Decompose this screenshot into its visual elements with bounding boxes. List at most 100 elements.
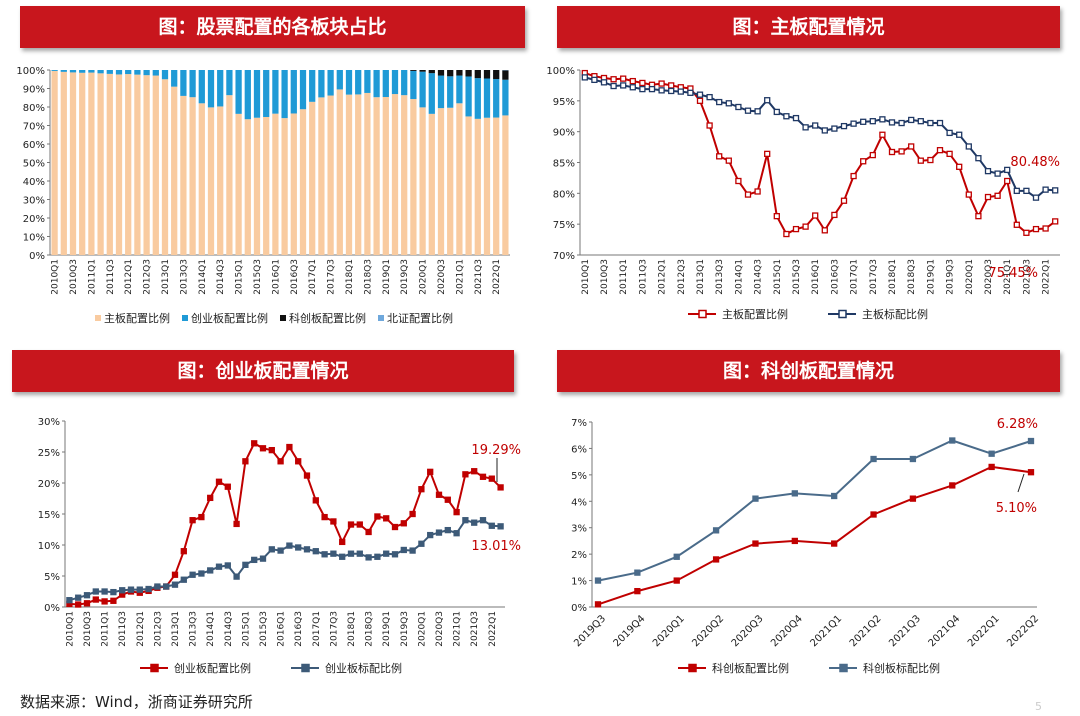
- x-tick-label: 2020Q1: [651, 613, 687, 649]
- y-tick-label: 25%: [38, 448, 60, 459]
- legend-label: 主板配置比例: [104, 311, 170, 325]
- main-board-allocation-point: [668, 82, 675, 89]
- x-tick-label: 2021Q1: [453, 611, 463, 647]
- main-board-bar: [447, 107, 454, 255]
- main-board-bar: [115, 74, 123, 255]
- main-board-bar: [502, 115, 509, 255]
- main-board-benchmark-point: [677, 88, 684, 95]
- chinext-benchmark-point: [242, 561, 249, 568]
- main-board-benchmark-point: [773, 108, 780, 116]
- star-benchmark-point: [791, 490, 798, 497]
- main-board-bar: [281, 118, 288, 255]
- x-tick-label: 2011Q3: [106, 259, 116, 295]
- x-tick-label: 2022Q1: [492, 259, 502, 295]
- x-tick-label: 2010Q3: [69, 259, 79, 295]
- chinext-benchmark-point: [75, 594, 82, 601]
- chinext-benchmark-point: [479, 517, 487, 524]
- legend-marker: [301, 663, 310, 673]
- main-board-benchmark-point: [754, 108, 761, 115]
- chinext-bar: [189, 70, 196, 98]
- star-market-bar: [474, 70, 481, 79]
- main-board-bar: [290, 113, 297, 255]
- main-board-bar: [428, 113, 435, 255]
- x-tick-label: 2021Q1: [455, 259, 465, 295]
- chinext-allocation-point: [330, 518, 337, 525]
- main-board-benchmark-point: [1023, 187, 1030, 195]
- x-tick-label: 2013Q3: [715, 259, 725, 295]
- chinext-allocation-point: [383, 515, 390, 522]
- chinext-benchmark-point: [198, 570, 205, 577]
- y-tick-label: 20%: [23, 214, 45, 225]
- chinext-benchmark-point: [339, 553, 346, 560]
- star-allocation-point: [949, 482, 956, 489]
- main-board-bar: [152, 75, 159, 255]
- star-market-bar: [437, 70, 445, 76]
- main-board-bar: [263, 116, 270, 255]
- main-board-bar: [373, 97, 380, 255]
- chinext-benchmark-point: [400, 546, 407, 554]
- y-tick-label: 90%: [553, 128, 575, 139]
- y-tick-label: 30%: [23, 196, 45, 207]
- chinext-benchmark-point: [251, 556, 258, 564]
- main-board-benchmark-point: [668, 87, 675, 95]
- main-board-allocation-point: [812, 212, 819, 219]
- y-tick-label: 70%: [23, 122, 45, 133]
- y-tick-label: 10%: [23, 233, 45, 244]
- x-tick-label: 2015Q3: [259, 611, 269, 647]
- chinext-bar: [465, 76, 472, 117]
- y-tick-label: 70%: [553, 251, 575, 262]
- x-tick-label: 2013Q3: [189, 611, 199, 647]
- chinext-allocation-point: [321, 513, 328, 521]
- chinext-benchmark-point: [435, 529, 443, 536]
- main-board-bar: [336, 89, 343, 255]
- chinext-benchmark-point: [180, 576, 187, 583]
- legend-label: 主板配置比例: [722, 307, 788, 321]
- chinext-allocation-point: [110, 597, 117, 604]
- legend-marker: [698, 309, 707, 319]
- main-board-allocation-point: [860, 158, 867, 165]
- main-board-bar: [217, 106, 224, 255]
- main-board-benchmark-point: [639, 85, 646, 93]
- allocation-end-label: 19.29%: [471, 443, 521, 458]
- main-board-benchmark-point: [850, 120, 857, 127]
- star-market-bar: [493, 70, 500, 80]
- chinext-allocation-point: [356, 521, 363, 528]
- main-board-allocation-point: [629, 77, 636, 85]
- main-board-bar: [318, 97, 325, 255]
- main-board-benchmark-point: [591, 76, 598, 84]
- main-board-benchmark-point: [936, 119, 944, 127]
- chinext-bar: [134, 70, 141, 75]
- main-board-allocation-point: [879, 131, 886, 138]
- x-tick-label: 2017Q3: [869, 259, 879, 295]
- main-board-allocation-point: [1032, 225, 1040, 233]
- chinext-bar: [171, 70, 178, 87]
- legend-marker: [688, 663, 697, 673]
- main-board-allocation-point: [936, 147, 944, 154]
- chinext-bar: [364, 70, 371, 93]
- legend-label: 主板标配比例: [862, 307, 928, 321]
- x-tick-label: 2020Q3: [984, 259, 994, 295]
- main-board-bar: [51, 70, 58, 255]
- x-tick-label: 2022Q2: [1005, 613, 1041, 649]
- star-allocation-point: [712, 556, 720, 563]
- chinext-bar: [88, 70, 95, 73]
- chinext-allocation-point: [224, 483, 231, 490]
- star-market-bar: [428, 70, 435, 74]
- chinext-bar: [355, 70, 362, 95]
- chinext-benchmark-point: [488, 522, 495, 529]
- x-tick-label: 2020Q1: [419, 259, 429, 295]
- x-tick-label: 2018Q1: [888, 259, 898, 295]
- main-board-benchmark-point: [812, 122, 819, 129]
- main-board-allocation-point: [898, 148, 905, 155]
- chinext-benchmark-point: [418, 540, 425, 547]
- x-tick-label: 2018Q1: [347, 611, 357, 647]
- x-tick-label: 2021Q1: [808, 613, 844, 649]
- chinext-benchmark-point: [312, 548, 319, 555]
- chinext-allocation-point: [374, 513, 381, 520]
- chinext-allocation-point: [233, 520, 240, 528]
- main-board-allocation-line: [584, 72, 1056, 236]
- main-board-allocation-point: [1052, 218, 1059, 225]
- chinext-benchmark-point: [347, 550, 355, 557]
- chart-title-3: 图：创业板配置情况: [12, 350, 514, 392]
- chinext-benchmark-point: [110, 588, 117, 596]
